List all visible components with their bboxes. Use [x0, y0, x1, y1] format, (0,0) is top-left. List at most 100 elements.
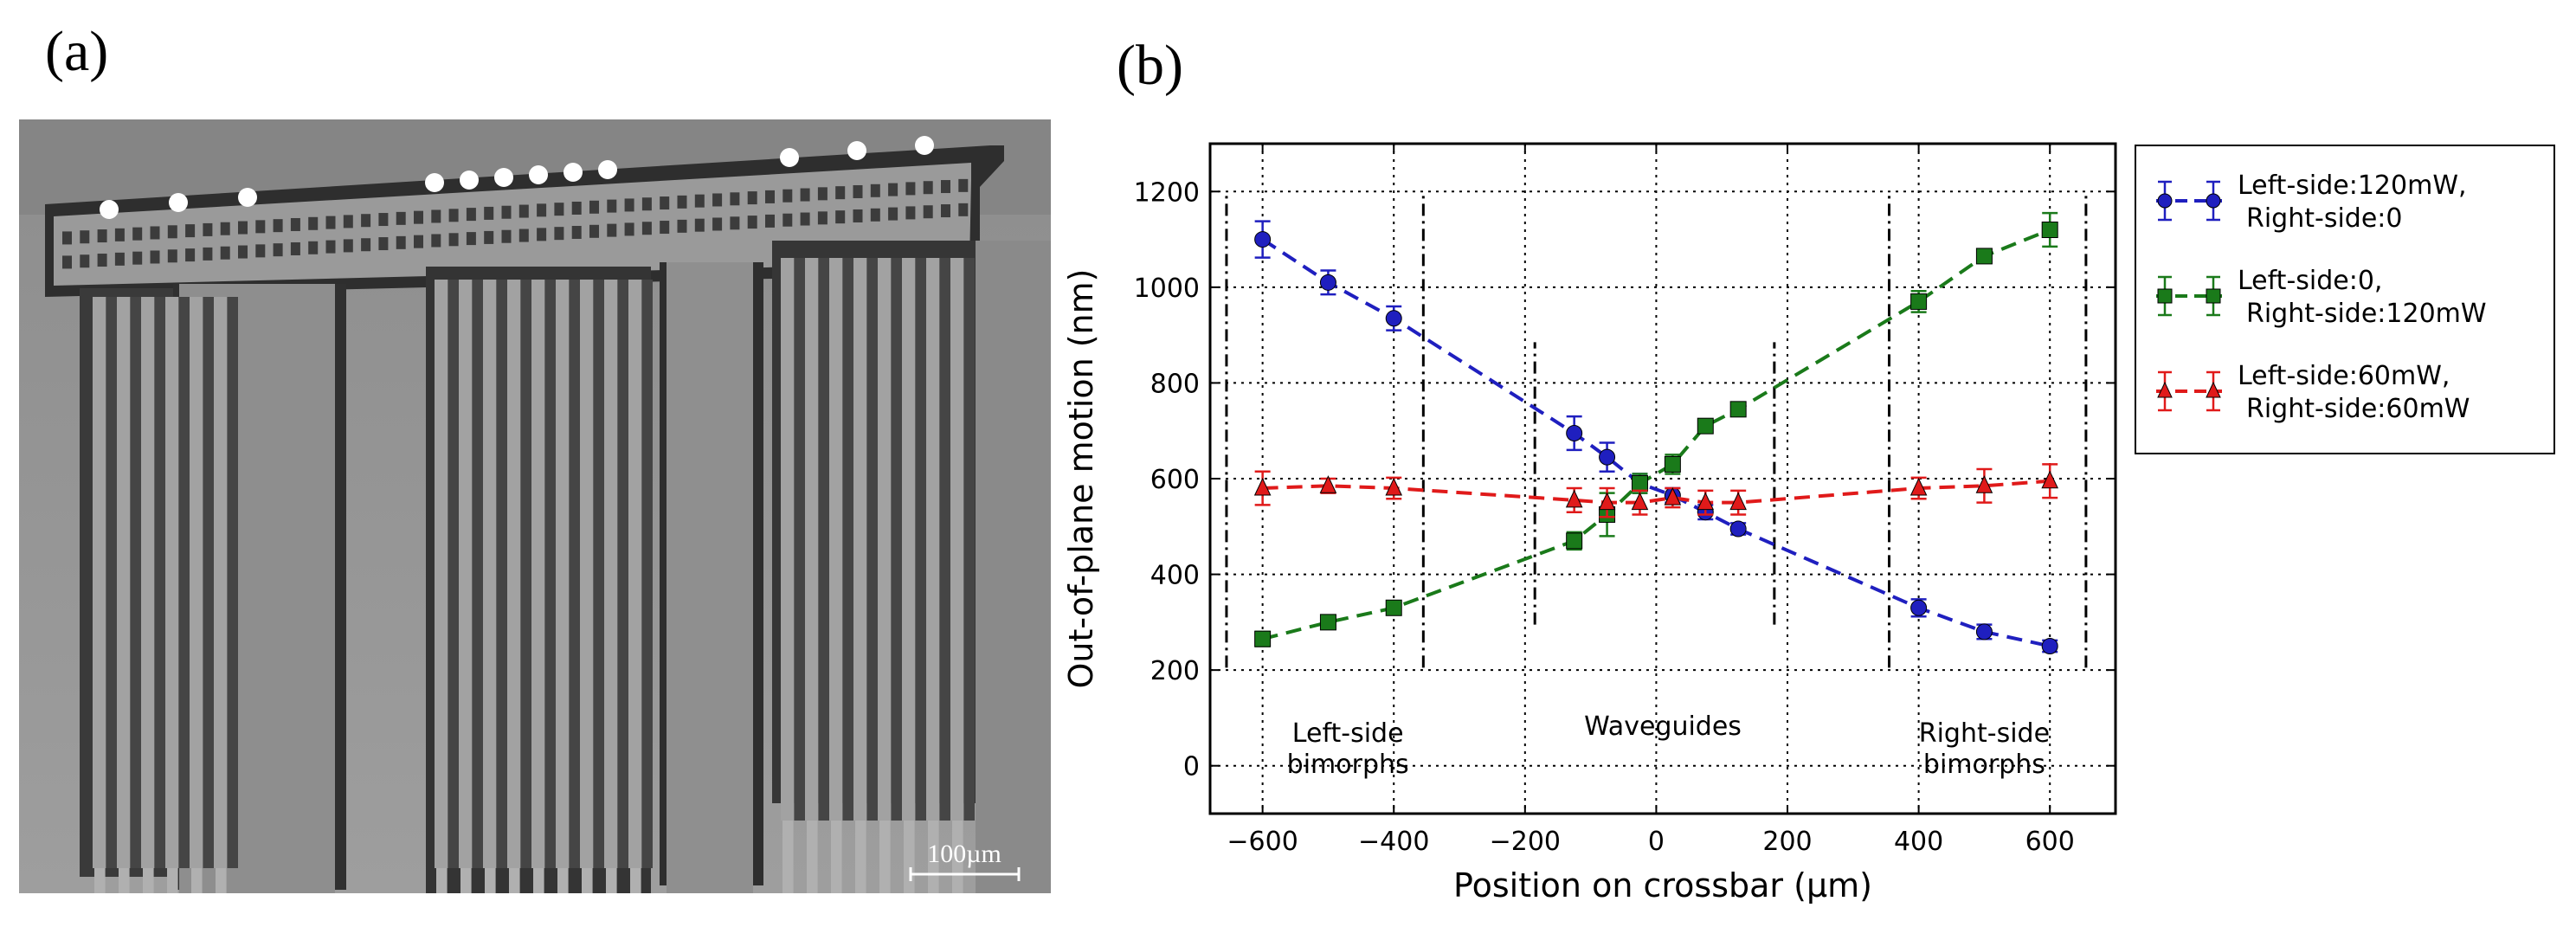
crossbar-hole — [150, 226, 160, 240]
crossbar-hole — [958, 178, 969, 192]
crossbar-hole — [97, 229, 107, 243]
data-point — [1566, 424, 1583, 441]
y-tick-label: 200 — [1150, 656, 1200, 686]
x-axis-label: Position on crossbar (µm) — [1453, 866, 1872, 904]
marker-dot — [564, 163, 583, 182]
plot-area — [1208, 142, 2117, 815]
crossbar-hole — [518, 229, 529, 242]
crossbar-hole — [888, 183, 898, 196]
data-point — [2041, 222, 2058, 239]
crossbar-hole — [537, 228, 547, 241]
beam — [781, 258, 795, 821]
x-tick-label: −600 — [1227, 827, 1298, 857]
crossbar-hole — [308, 241, 319, 254]
beam — [93, 297, 106, 868]
legend-label: Left-side:0, Right-side:120mW — [2238, 266, 2487, 329]
beam — [117, 297, 131, 868]
crossbar-hole — [765, 190, 775, 203]
marker-dot — [425, 173, 444, 192]
crossbar-hole — [800, 188, 810, 202]
data-point — [2157, 381, 2173, 398]
y-tick-label: 600 — [1150, 465, 1200, 495]
crossbar-hole — [853, 184, 863, 198]
series — [1253, 463, 2058, 518]
data-point — [1664, 455, 1681, 473]
data-point — [1385, 599, 1402, 616]
beam — [628, 280, 642, 868]
x-tick-label: −200 — [1490, 827, 1561, 857]
crossbar-hole — [448, 209, 459, 222]
crossbar-hole — [835, 186, 846, 200]
crossbar-hole — [114, 228, 125, 241]
beam — [531, 280, 545, 868]
crossbar-hole — [765, 214, 775, 228]
y-tick-label: 800 — [1150, 369, 1200, 399]
crossbar-hole — [730, 216, 740, 230]
data-point — [1319, 614, 1336, 631]
crossbar-hole — [537, 203, 547, 217]
sem-micrograph: 100µm — [19, 119, 1051, 893]
crossbar-hole — [870, 208, 880, 222]
data-point — [2157, 288, 2173, 304]
crossbar-hole — [62, 231, 72, 245]
x-tick-label: 600 — [2025, 827, 2075, 857]
crossbar-hole — [80, 230, 90, 244]
crossbar-hole — [431, 234, 441, 248]
crossbar-hole — [905, 182, 916, 196]
crossbar-hole — [255, 220, 266, 234]
crossbar-hole — [378, 237, 389, 251]
beam — [459, 280, 473, 868]
crossbar-hole — [325, 216, 336, 229]
crossbar-hole — [501, 229, 512, 243]
region-labels: Left-side bimorphs Waveguides Right-side bim… — [1287, 711, 2050, 780]
legend-label: Left-side:120mW, Right-side:0 — [2238, 171, 2467, 234]
crossbar-hole — [97, 254, 107, 267]
y-tick-label: 0 — [1183, 752, 1200, 782]
crossbar-hole — [589, 200, 599, 214]
beam — [829, 258, 843, 821]
data-point — [1664, 486, 1681, 504]
region-dividers — [1225, 194, 2088, 668]
crossbar-hole — [414, 210, 423, 224]
crossbar-hole — [62, 255, 72, 269]
crossbar-hole — [203, 222, 213, 236]
crossbar-hole — [466, 232, 476, 246]
crossbar-hole — [203, 247, 213, 261]
crossbar-hole — [641, 197, 652, 211]
data-point — [1729, 401, 1747, 418]
data-point — [1729, 492, 1747, 511]
marker-dot — [847, 141, 866, 160]
beam — [805, 258, 819, 821]
crossbar-hole — [660, 221, 670, 235]
chart-grid — [1210, 144, 2116, 814]
beam — [435, 280, 448, 868]
crossbar-hole — [255, 244, 266, 258]
marker-dot — [460, 171, 479, 190]
crossbar-hole — [660, 196, 670, 210]
crossbar-hole — [677, 219, 687, 233]
crossbar-hole — [571, 201, 582, 215]
legend: Left-side:120mW, Right-side:0 Left-side:0,… — [2135, 145, 2555, 454]
crossbar-hole — [114, 252, 125, 266]
crossbar-hole — [958, 203, 969, 216]
data-point — [1729, 520, 1747, 538]
crossbar-hole — [624, 222, 634, 236]
x-tick-label: 400 — [1894, 827, 1943, 857]
data-point — [1631, 475, 1648, 492]
crossbar-hole — [835, 210, 846, 224]
crossbar-hole — [80, 254, 90, 268]
data-point — [1566, 532, 1583, 550]
crossbar-hole — [132, 227, 143, 241]
beam — [190, 297, 203, 868]
crossbar-hole — [853, 209, 863, 222]
crossbar-hole — [923, 181, 933, 195]
crossbar-hole — [589, 224, 599, 238]
crossbar-hole — [185, 248, 196, 262]
series-line — [1262, 228, 2051, 641]
crossbar-hole — [870, 183, 880, 197]
crossbar-hole — [800, 212, 810, 226]
data-point — [1697, 417, 1714, 435]
data-point — [1975, 475, 1993, 493]
crossbar-hole — [343, 239, 353, 253]
data-point — [1319, 274, 1336, 291]
